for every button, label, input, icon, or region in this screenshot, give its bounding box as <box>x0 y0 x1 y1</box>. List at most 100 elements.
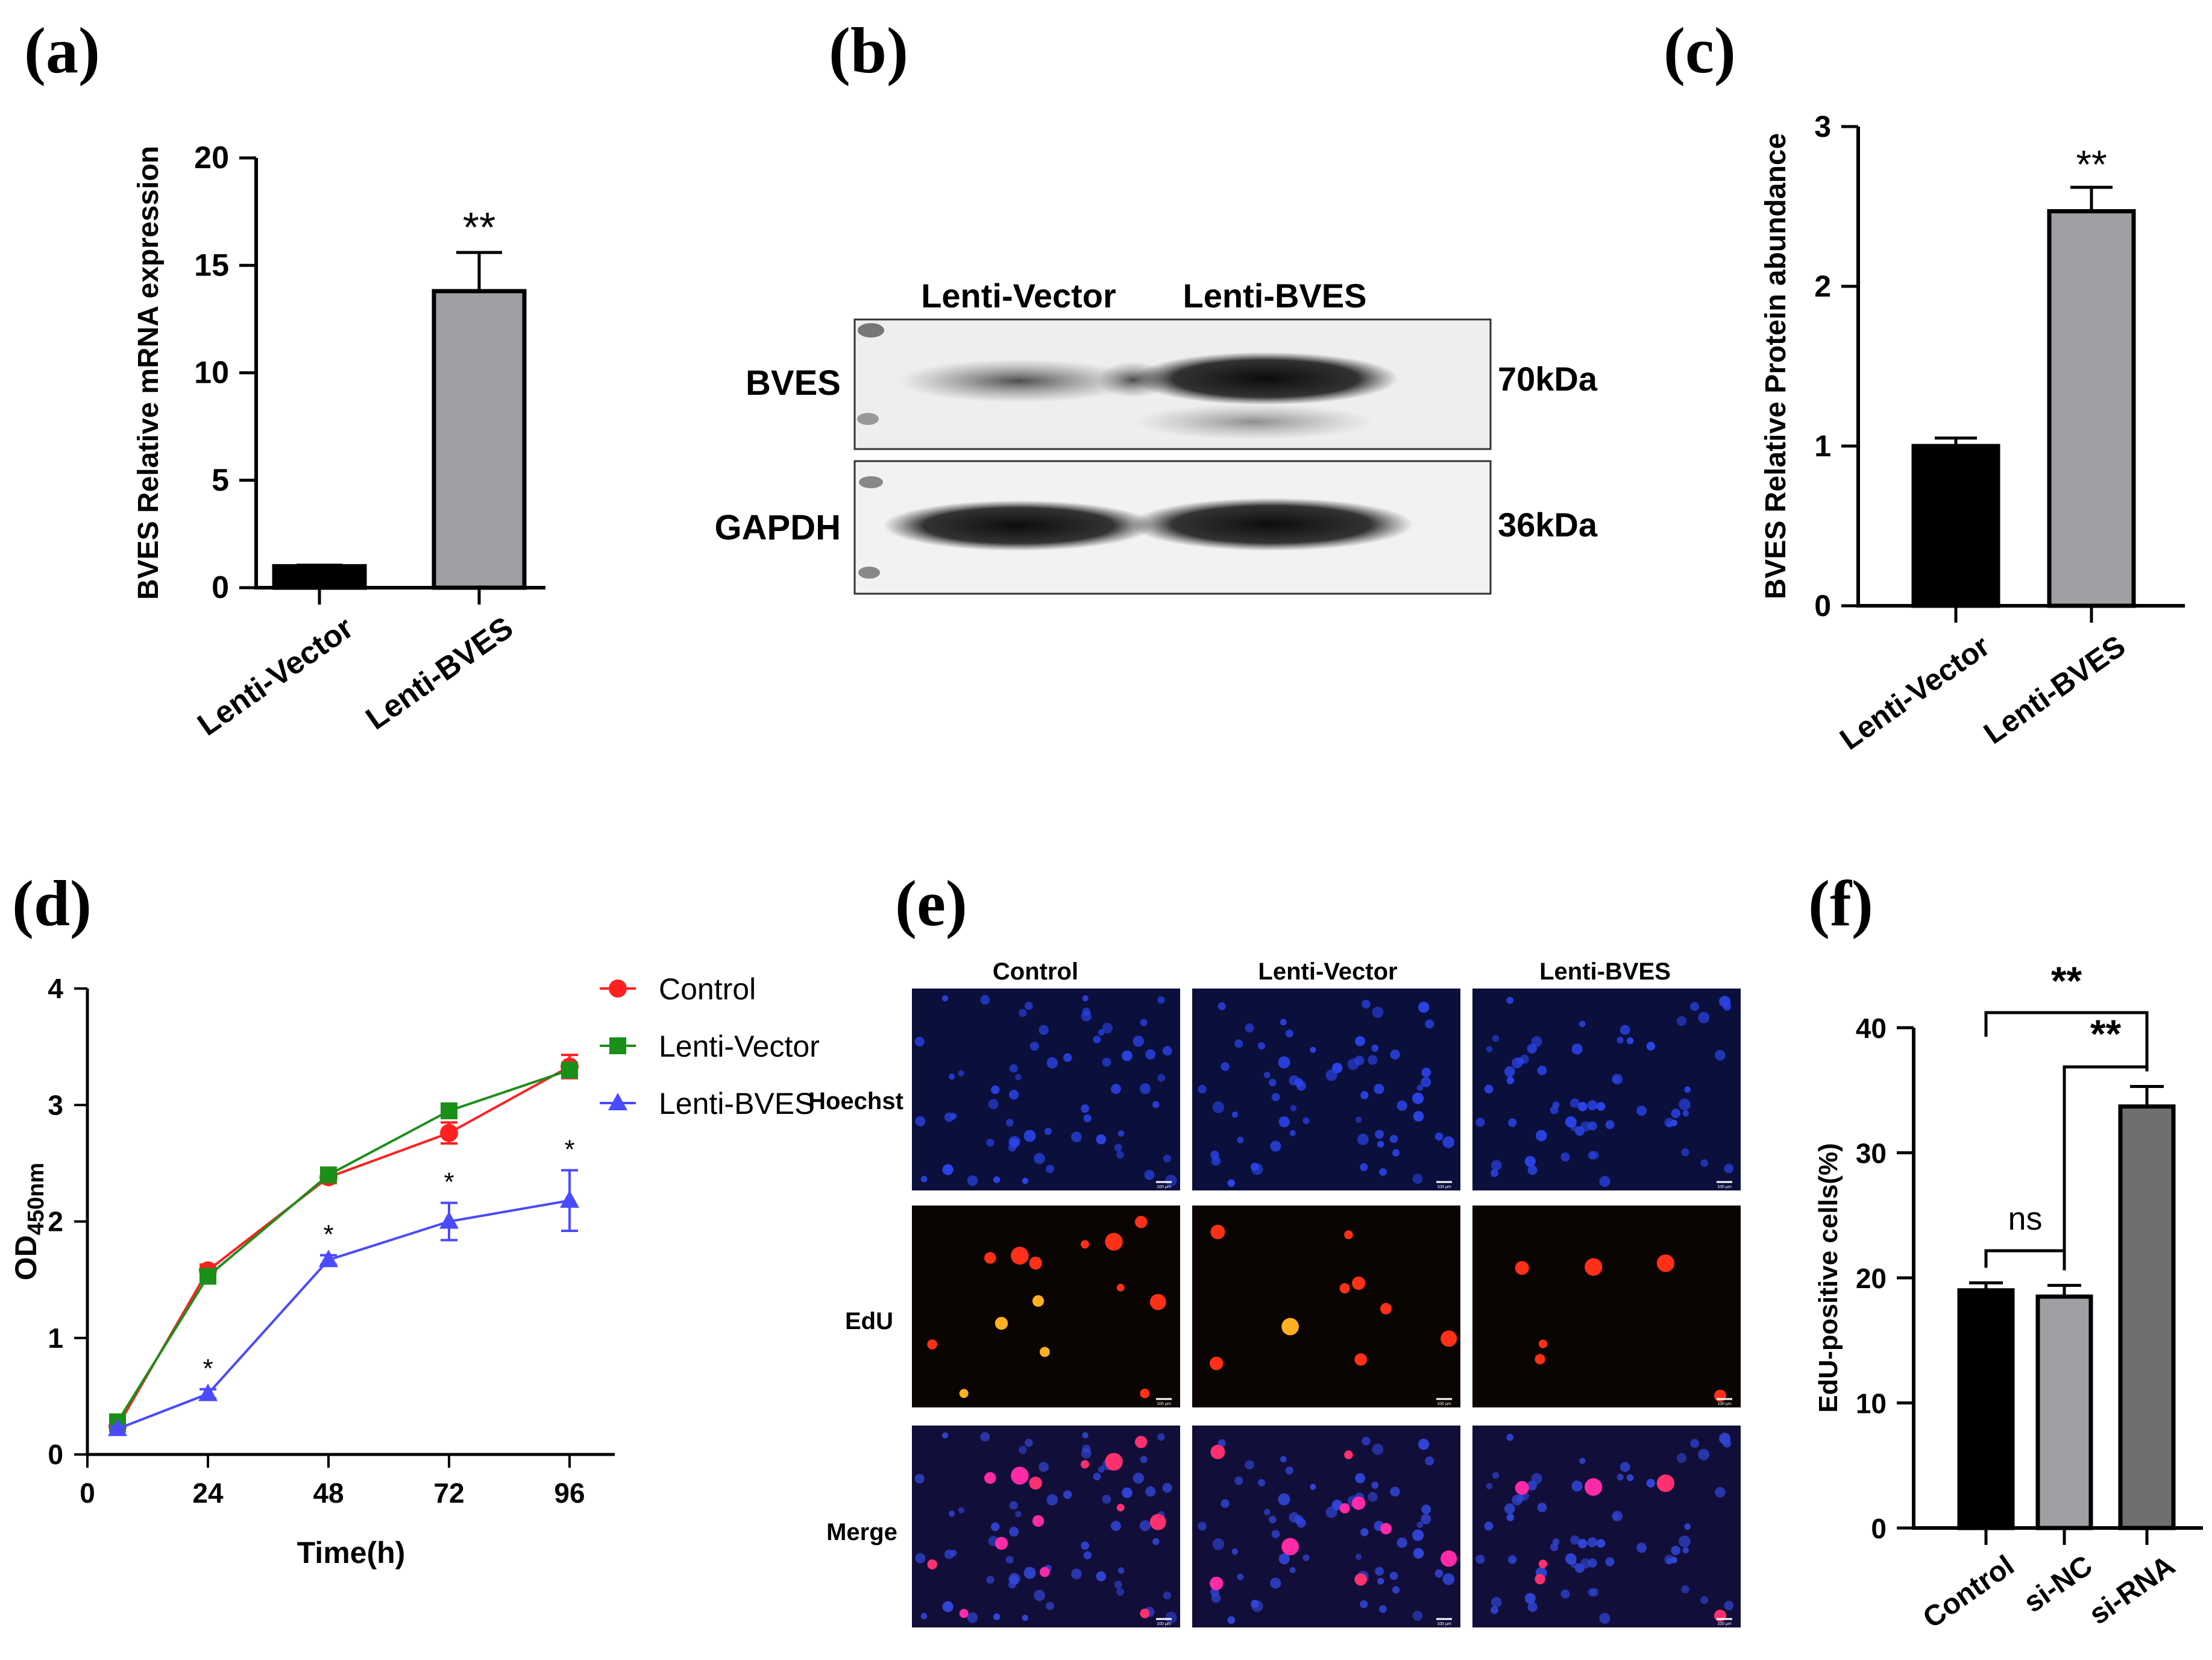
y-tick-label: 30 <box>1856 1138 1887 1169</box>
nucleus <box>1372 1444 1384 1455</box>
significance-label: ** <box>463 204 495 251</box>
blot-row-label-bves: BVES <box>746 363 841 403</box>
nucleus <box>1491 1160 1502 1171</box>
x-tick-label: 48 <box>313 1477 344 1509</box>
nucleus <box>1354 1055 1365 1066</box>
nucleus <box>1524 1155 1536 1167</box>
y-axis-label: EdU-positive cells(%) <box>1814 1143 1843 1412</box>
y-tick-label: 2 <box>1814 269 1831 303</box>
nucleus <box>942 1164 954 1175</box>
x-category-label: Lenti-Vector <box>191 610 359 743</box>
nucleus <box>1102 1057 1111 1067</box>
edu-nucleus <box>1140 1608 1150 1618</box>
scale-bar-label: 100 μm <box>1157 1185 1171 1189</box>
nucleus <box>1368 1055 1378 1065</box>
nucleus <box>1234 1039 1243 1048</box>
nucleus <box>1375 1130 1384 1139</box>
legend-marker <box>609 1037 626 1054</box>
data-point <box>441 1102 457 1119</box>
data-point <box>319 1250 338 1268</box>
nucleus <box>1698 1448 1710 1460</box>
nucleus <box>1512 1494 1523 1506</box>
nucleus <box>1508 1555 1517 1564</box>
micrograph-tile <box>1472 1206 1741 1407</box>
nucleus <box>1527 1480 1537 1491</box>
nucleus <box>986 1576 994 1584</box>
nucleus <box>1093 1473 1101 1481</box>
nucleus <box>1269 1078 1277 1087</box>
nucleus <box>1355 1116 1362 1123</box>
ladder-mark <box>859 476 883 488</box>
nucleus <box>1102 1494 1111 1504</box>
nucleus <box>1278 1553 1290 1565</box>
nucleus <box>1360 1091 1369 1099</box>
nucleus <box>1165 1174 1177 1187</box>
edu-nucleus <box>1011 1467 1029 1485</box>
y-tick-label: 20 <box>1856 1263 1887 1294</box>
nucleus <box>1636 1542 1647 1553</box>
nucleus <box>1157 996 1165 1004</box>
scale-bar-label: 100 μm <box>1717 1402 1732 1406</box>
x-category-label: Lenti-BVES <box>1978 629 2131 750</box>
nucleus <box>1325 1506 1337 1518</box>
nucleus <box>1122 1050 1133 1061</box>
nucleus <box>967 1612 978 1623</box>
nucleus <box>1290 1105 1297 1111</box>
x-category-label: Lenti-BVES <box>360 610 520 737</box>
nucleus <box>1111 1521 1121 1532</box>
edu-nucleus <box>1116 1283 1125 1292</box>
y-tick-label: 0 <box>212 570 229 605</box>
nucleus <box>1245 1460 1254 1470</box>
nucleus <box>1626 1474 1634 1482</box>
nucleus <box>1646 1479 1655 1488</box>
y-tick-label: 3 <box>1814 110 1831 143</box>
nucleus <box>1258 1042 1266 1050</box>
nucleus <box>1506 1514 1515 1521</box>
panel-letter-a: (a) <box>24 15 100 87</box>
nucleus <box>1425 1019 1434 1029</box>
edu-nucleus <box>1656 1474 1674 1492</box>
nucleus <box>1046 1165 1054 1174</box>
nucleus <box>1646 1042 1655 1051</box>
nucleus <box>1682 1110 1689 1117</box>
nucleus <box>1023 1567 1036 1579</box>
edu-nucleus <box>1032 1295 1045 1307</box>
edu-nucleus <box>1344 1230 1353 1239</box>
nucleus <box>1715 1486 1726 1498</box>
micrograph-grid: Control Lenti-Vector Lenti-BVES Hoechst … <box>808 958 1741 1627</box>
nucleus <box>1251 1163 1263 1175</box>
comparison-bracket <box>1984 1011 2149 1072</box>
nucleus <box>1475 1555 1485 1564</box>
nucleus <box>1676 1453 1687 1464</box>
nucleus <box>1421 1504 1431 1515</box>
nucleus <box>1270 1577 1281 1589</box>
y-tick-label: 40 <box>1856 1013 1887 1044</box>
micrograph-column-label-bves: Lenti-BVES <box>1539 958 1671 985</box>
nucleus <box>1590 1151 1599 1160</box>
nucleus <box>1221 1062 1230 1071</box>
nucleus <box>1412 1611 1423 1621</box>
micrograph-tile <box>912 989 1180 1190</box>
nucleus <box>1162 1483 1172 1493</box>
nucleus <box>1270 1140 1281 1152</box>
edu-nucleus <box>1116 1503 1125 1512</box>
nucleus <box>1269 1515 1277 1524</box>
edu-nucleus <box>1380 1303 1392 1315</box>
bar-si-rna <box>2118 1104 2176 1530</box>
nucleus <box>1081 1541 1090 1550</box>
nucleus <box>993 1613 1001 1620</box>
nucleus <box>1560 1589 1570 1599</box>
x-category-label: Control <box>1917 1550 2020 1635</box>
panel-letter-b: (b) <box>829 15 908 87</box>
x-category-label: Lenti-Vector <box>1833 629 1996 756</box>
nucleus <box>1218 1002 1226 1010</box>
nucleus <box>1617 1473 1624 1481</box>
nucleus <box>1416 1521 1424 1529</box>
edu-nucleus <box>1029 1476 1042 1490</box>
nucleus <box>991 1522 1000 1532</box>
nucleus <box>1392 1149 1400 1157</box>
nucleus <box>1723 1439 1732 1448</box>
nucleus <box>1025 1439 1033 1447</box>
nucleus <box>1015 1074 1022 1081</box>
